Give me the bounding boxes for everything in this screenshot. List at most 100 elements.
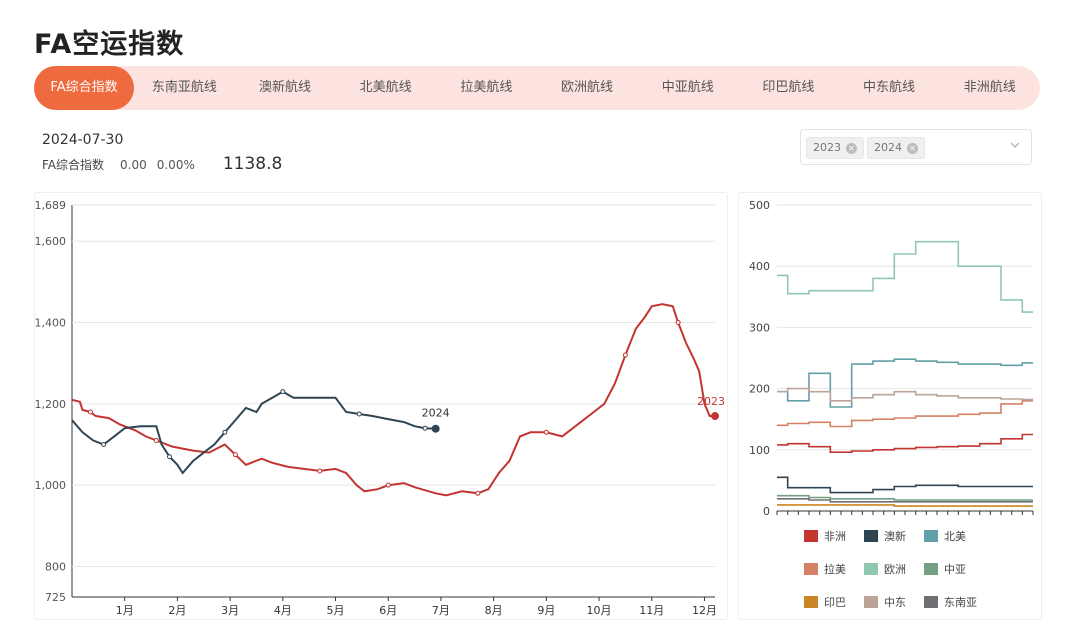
data-point[interactable] (622, 352, 628, 358)
y-tick-label: 300 (749, 321, 770, 334)
legend-swatch (924, 596, 938, 608)
year-chip-2023[interactable]: 2023 ✕ (806, 137, 864, 159)
year-chip-label: 2023 (813, 141, 841, 154)
route-line-拉美 (777, 400, 1033, 428)
legend-label: 中亚 (944, 563, 966, 576)
year-select[interactable]: 2023 ✕ 2024 ✕ (800, 129, 1032, 165)
x-tick-label: 4月 (274, 604, 292, 617)
data-point[interactable] (422, 425, 428, 431)
summary-change: 0.00 (120, 158, 147, 172)
route-line-中亚 (777, 494, 1033, 501)
data-point[interactable] (317, 468, 323, 474)
data-point[interactable] (280, 389, 286, 395)
series-line-2023 (71, 303, 715, 497)
y-tick-label: 800 (45, 561, 66, 574)
route-line-澳新 (777, 476, 1033, 494)
data-point[interactable] (87, 409, 93, 415)
data-point[interactable] (101, 442, 107, 448)
route-line-chart: 500 400 300 200 100 0 (749, 199, 1034, 518)
tab-2[interactable]: 澳新航线 (259, 80, 312, 95)
main-chart-panel: 1,689 1,600 1,400 1,200 1,000 800 725 1月 2月 3月 4月 5… (34, 192, 728, 620)
summary-label: FA综合指数 (42, 158, 105, 172)
legend-label: 北美 (944, 530, 966, 543)
x-tick-label: 5月 (327, 604, 345, 617)
year-chip-label: 2024 (874, 141, 902, 154)
legend-item[interactable]: 中东 (864, 594, 906, 610)
legend-label: 非洲 (824, 530, 846, 543)
x-tick-label: 2月 (168, 604, 186, 617)
legend-item[interactable]: 东南亚 (924, 594, 977, 610)
legend-item[interactable]: 澳新 (864, 528, 906, 544)
tab-8[interactable]: 中东航线 (863, 80, 916, 95)
summary-change-pct: 0.00% (156, 158, 195, 172)
legend-item[interactable]: 非洲 (804, 528, 846, 544)
series-end-point[interactable] (431, 424, 440, 433)
route-line-欧洲 (777, 240, 1033, 313)
data-point[interactable] (385, 482, 391, 488)
summary-date: 2024-07-30 (42, 132, 124, 148)
route-chart-panel: 500 400 300 200 100 0 (738, 192, 1042, 620)
series-end-label: 2023 (697, 395, 725, 408)
legend-swatch (864, 563, 878, 575)
route-line-非洲 (777, 433, 1033, 453)
year-chip-2024[interactable]: 2024 ✕ (867, 137, 925, 159)
data-point[interactable] (356, 411, 362, 417)
series-end-label: 2024 (422, 407, 450, 420)
chevron-down-icon[interactable] (1009, 139, 1021, 151)
legend-label: 东南亚 (944, 596, 977, 609)
legend-item[interactable]: 北美 (924, 528, 966, 544)
route-line-印巴 (777, 504, 1033, 507)
data-point[interactable] (153, 437, 159, 443)
legend-item[interactable]: 印巴 (804, 594, 846, 610)
y-tick-label: 100 (749, 444, 770, 457)
data-point[interactable] (675, 320, 681, 326)
y-tick-label: 0 (763, 505, 770, 518)
data-point[interactable] (222, 429, 228, 435)
legend-item[interactable]: 欧洲 (864, 561, 906, 577)
x-tick-label: 12月 (692, 604, 717, 617)
y-tick-label: 1,600 (35, 235, 66, 248)
route-line-中东 (777, 387, 1033, 402)
x-tick-label: 1月 (116, 604, 134, 617)
tab-9[interactable]: 非洲航线 (963, 80, 1016, 95)
x-tick-label: 11月 (639, 604, 664, 617)
legend-label: 澳新 (884, 530, 906, 543)
legend-label: 中东 (884, 596, 906, 609)
y-tick-label: 400 (749, 260, 770, 273)
y-tick-label: 1,200 (35, 398, 66, 411)
tab-0[interactable]: FA综合指数 (34, 66, 134, 110)
legend-item[interactable]: 中亚 (924, 561, 966, 577)
tab-1[interactable]: 东南亚航线 (151, 80, 217, 95)
data-point[interactable] (475, 490, 481, 496)
legend-swatch (804, 596, 818, 608)
route-line-东南亚 (777, 498, 1033, 503)
legend-swatch (804, 563, 818, 575)
y-tick-label: 500 (749, 199, 770, 212)
legend-swatch (924, 530, 938, 542)
tab-5[interactable]: 欧洲航线 (561, 80, 614, 95)
x-tick-label: 8月 (485, 604, 503, 617)
data-point[interactable] (543, 429, 549, 435)
tab-6[interactable]: 中亚航线 (661, 80, 714, 95)
legend-item[interactable]: 拉美 (804, 561, 846, 577)
tab-7[interactable]: 印巴航线 (762, 80, 815, 95)
data-point[interactable] (232, 452, 238, 458)
legend-label: 欧洲 (884, 563, 906, 576)
tab-3[interactable]: 北美航线 (359, 80, 412, 95)
route-line-北美 (777, 358, 1033, 408)
summary-row: FA综合指数 0.00 0.00% 1138.8 (42, 154, 282, 174)
x-tick-label: 10月 (587, 604, 612, 617)
remove-icon[interactable]: ✕ (907, 142, 918, 154)
series-end-point[interactable] (711, 412, 719, 421)
legend-swatch (864, 530, 878, 542)
page-title: FA空运指数 (34, 29, 185, 60)
data-point[interactable] (167, 454, 173, 460)
x-tick-label: 7月 (432, 604, 450, 617)
x-tick-label: 9月 (537, 604, 555, 617)
legend-swatch (924, 563, 938, 575)
legend-swatch (804, 530, 818, 542)
x-tick-label: 3月 (221, 604, 239, 617)
remove-icon[interactable]: ✕ (846, 142, 857, 154)
tab-4[interactable]: 拉美航线 (460, 80, 513, 95)
main-line-chart: 1,689 1,600 1,400 1,200 1,000 800 725 1月 2月 3月 4月 5… (35, 199, 726, 617)
